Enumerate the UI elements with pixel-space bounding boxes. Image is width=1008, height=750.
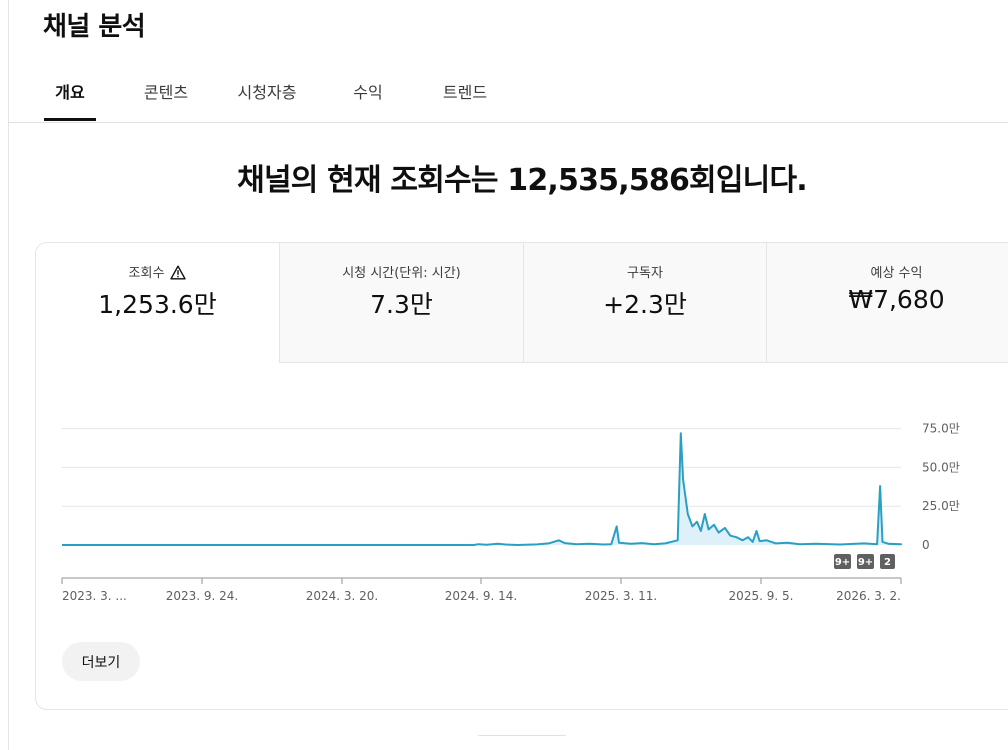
svg-text:2: 2 [884,557,891,568]
metric-subscribers-value: +2.3만 [603,290,687,319]
tab-revenue[interactable]: 수익 [353,83,383,102]
metric-subscribers-label: 구독자 [627,266,663,281]
metric-watch-time[interactable]: 시청 시간(단위: 시간) 7.3만 [279,243,523,363]
y-tick-label: 50.0만 [922,460,960,474]
total-views-headline: 채널의 현재 조회수는 12,535,586회입니다. [237,163,808,198]
metric-estimated-revenue-value: ₩7,680 [848,285,945,314]
x-tick-label: 2024. 3. 20. [306,589,379,603]
views-series-line [62,432,902,546]
y-tick-label: 25.0만 [922,499,960,513]
metric-views[interactable]: 조회수 1,253.6만 [36,243,279,363]
video-publish-marker[interactable]: 9+ [857,554,874,569]
metric-watch-time-value: 7.3만 [370,290,433,319]
x-tick-label: 2025. 3. 11. [585,589,658,603]
x-tick-label: 2023. 9. 24. [166,589,239,603]
tab-trends[interactable]: 트렌드 [442,83,488,102]
video-publish-marker[interactable]: 2 [880,554,895,569]
x-tick-label: 2026. 3. 2. [836,589,901,603]
metric-subscribers[interactable]: 구독자 +2.3만 [523,243,766,363]
tab-content[interactable]: 콘텐츠 [143,83,189,102]
x-tick-label: 2023. 3. ... [62,589,127,603]
warning-icon[interactable] [170,265,187,284]
metric-views-label: 조회수 [128,266,165,281]
metric-estimated-revenue[interactable]: 예상 수익 ₩7,680 [766,243,1008,363]
active-tab-indicator [44,118,96,121]
video-publish-marker[interactable]: 9+ [834,554,851,569]
metric-views-value: 1,253.6만 [98,290,217,319]
tab-bar: 개요 콘텐츠 시청자층 수익 트렌드 [8,64,1008,123]
y-tick-label: 75.0만 [922,422,960,436]
tab-audience[interactable]: 시청자층 [237,83,297,102]
metric-estimated-revenue-label: 예상 수익 [870,266,923,281]
page-title: 채널 분석 [43,12,146,42]
overview-card: 조회수 1,253.6만 시청 시간(단위: 시간) 7.3만 구독자 +2.3… [35,242,1008,710]
svg-text:9+: 9+ [858,557,873,568]
tab-overview[interactable]: 개요 [55,83,85,102]
x-tick-label: 2024. 9. 14. [445,589,518,603]
metric-watch-time-label: 시청 시간(단위: 시간) [342,266,461,281]
y-tick-label: 0 [922,538,930,552]
see-more-button[interactable]: 더보기 [62,642,140,681]
bottom-divider [478,735,566,736]
svg-text:9+: 9+ [835,557,850,568]
x-tick-label: 2025. 9. 5. [729,589,794,603]
views-line-chart[interactable]: 75.0만 50.0만 25.0만 0 9+ 9+ 2 2023. 3. ... 2023. 9… [35,400,975,615]
page-left-border [8,0,9,750]
views-area [62,433,901,545]
